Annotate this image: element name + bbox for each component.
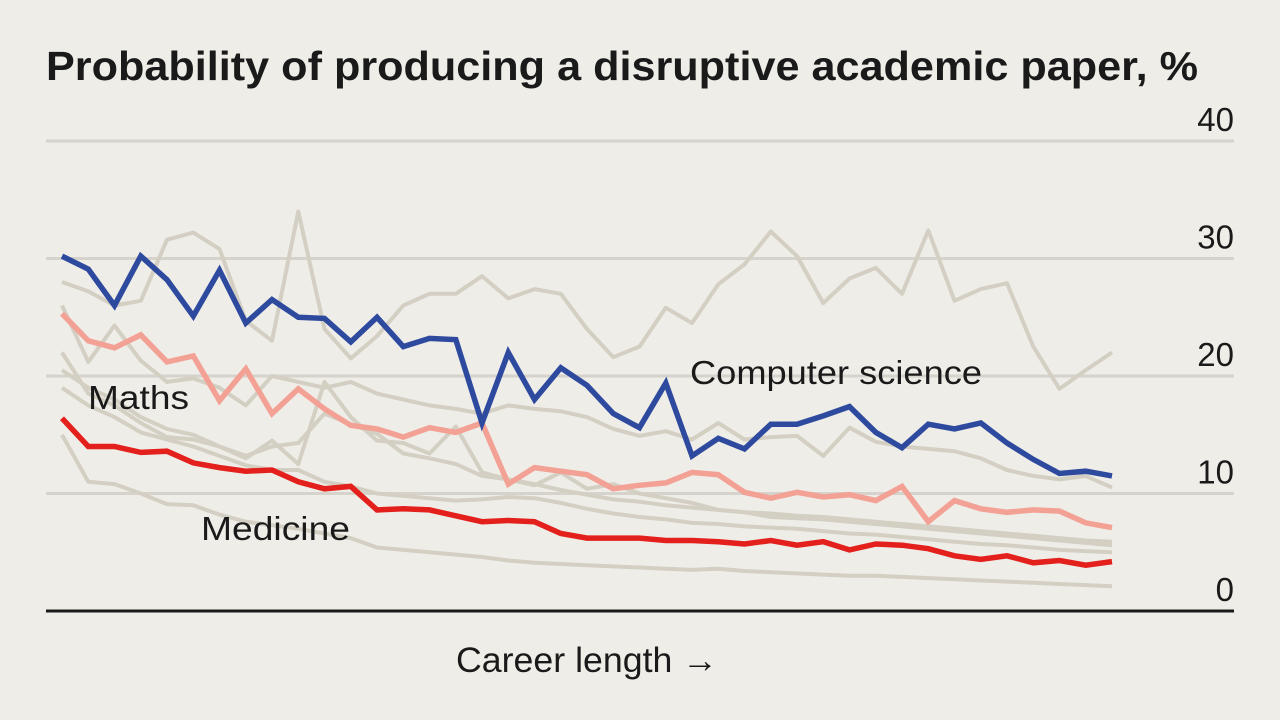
- other-field-line-6: [60, 433, 1113, 589]
- y-tick-labels: 0 10 20 30 40: [1197, 101, 1234, 608]
- y-tick-label-20: 20: [1197, 336, 1234, 373]
- other-field-line-4: [60, 368, 1113, 544]
- series-label-maths: Maths: [88, 379, 189, 416]
- chart-title: Probability of producing a disruptive ac…: [46, 43, 1198, 89]
- y-tick-label-0: 0: [1216, 571, 1234, 608]
- grid-lines: [46, 139, 1234, 495]
- other-fields-lines: [60, 209, 1114, 589]
- highlighted-lines: [59, 251, 1113, 568]
- series-line-maths: [60, 311, 1113, 531]
- other-field-line-2: [60, 304, 1113, 490]
- series-line-medicine: [59, 416, 1113, 568]
- y-tick-label-30: 30: [1197, 219, 1234, 256]
- x-axis-label: Career length →: [456, 641, 718, 680]
- series-label-medicine: Medicine: [201, 510, 350, 547]
- other-field-line-1: [61, 209, 1114, 391]
- series-line-computer-science: [60, 251, 1113, 479]
- y-tick-label-40: 40: [1197, 101, 1234, 138]
- series-label-computer-science: Computer science: [690, 354, 982, 391]
- other-field-line-5: [60, 386, 1113, 555]
- y-tick-label-10: 10: [1197, 454, 1234, 491]
